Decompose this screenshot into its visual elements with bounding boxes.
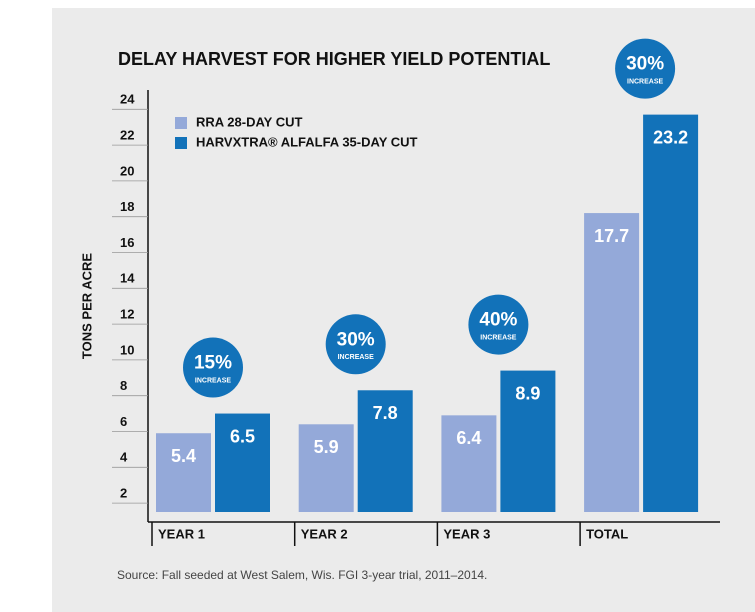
y-tick-label: 10 xyxy=(120,342,134,357)
y-tick-label: 14 xyxy=(120,271,135,286)
bar xyxy=(156,433,211,512)
y-tick-label: 12 xyxy=(120,307,134,322)
y-tick-label: 20 xyxy=(120,163,134,178)
x-tick-label: TOTAL xyxy=(586,526,628,541)
value-label: 6.4 xyxy=(456,428,481,448)
badge-sub: INCREASE xyxy=(338,354,375,361)
increase-badge xyxy=(183,337,243,398)
chart-title: DELAY HARVEST FOR HIGHER YIELD POTENTIAL xyxy=(118,49,550,69)
bar xyxy=(500,370,556,512)
bar xyxy=(441,415,497,512)
value-label: 7.8 xyxy=(373,403,398,423)
y-tick-label: 24 xyxy=(120,92,135,107)
increase-badge xyxy=(325,314,386,375)
bar xyxy=(215,413,270,512)
badge-label: 15% xyxy=(194,353,232,374)
y-tick-label: 16 xyxy=(120,235,134,250)
legend-swatch xyxy=(175,137,187,149)
value-label: 5.9 xyxy=(314,437,339,457)
value-label: 17.7 xyxy=(594,226,629,246)
x-tick-label: YEAR 1 xyxy=(158,526,205,541)
bar xyxy=(643,114,699,513)
y-axis-label: TONS PER ACRE xyxy=(79,253,94,360)
badge-label: 40% xyxy=(479,310,517,331)
value-label: 6.5 xyxy=(230,426,255,446)
value-label: 23.2 xyxy=(653,127,688,147)
source-note: Source: Fall seeded at West Salem, Wis. … xyxy=(117,568,487,582)
x-tick-label: YEAR 3 xyxy=(443,526,490,541)
increase-badge xyxy=(468,294,529,355)
bar xyxy=(584,213,640,512)
y-tick-label: 2 xyxy=(120,486,127,501)
badge-label: 30% xyxy=(626,54,664,75)
y-tick-label: 6 xyxy=(120,414,127,429)
legend-label: HARVXTRA® ALFALFA 35-DAY CUT xyxy=(196,134,418,149)
y-tick-label: 22 xyxy=(120,128,134,143)
y-tick-label: 18 xyxy=(120,199,134,214)
badge-sub: INCREASE xyxy=(195,377,232,384)
badge-sub: INCREASE xyxy=(480,334,517,341)
bar xyxy=(357,390,413,512)
y-tick-label: 8 xyxy=(120,378,127,393)
bar xyxy=(298,424,354,512)
badge-sub: INCREASE xyxy=(627,78,664,85)
badge-label: 30% xyxy=(337,329,375,350)
legend-swatch xyxy=(175,117,187,129)
y-tick-label: 4 xyxy=(120,450,128,465)
value-label: 8.9 xyxy=(515,383,540,403)
value-label: 5.4 xyxy=(171,446,196,466)
increase-badge xyxy=(615,38,676,99)
x-tick-label: YEAR 2 xyxy=(301,526,348,541)
legend-label: RRA 28-DAY CUT xyxy=(196,114,302,129)
